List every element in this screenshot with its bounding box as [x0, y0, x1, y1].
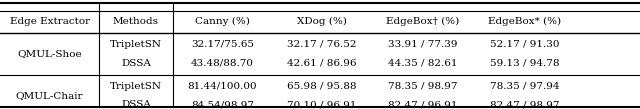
Text: Methods: Methods	[113, 17, 159, 26]
Text: XDog (%): XDog (%)	[297, 17, 346, 26]
Text: QMUL-Shoe: QMUL-Shoe	[17, 49, 82, 58]
Text: 65.98 / 95.88: 65.98 / 95.88	[287, 82, 356, 91]
Text: 32.17 / 76.52: 32.17 / 76.52	[287, 40, 356, 49]
Text: 82.47 / 96.91: 82.47 / 96.91	[388, 100, 457, 109]
Text: 43.48/88.70: 43.48/88.70	[191, 59, 254, 68]
Text: 52.17 / 91.30: 52.17 / 91.30	[490, 40, 559, 49]
Text: Edge Extractor: Edge Extractor	[10, 17, 90, 26]
Text: 32.17/75.65: 32.17/75.65	[191, 40, 254, 49]
Text: 42.61 / 86.96: 42.61 / 86.96	[287, 59, 356, 68]
Text: 84.54/98.97: 84.54/98.97	[191, 100, 254, 109]
Text: DSSA: DSSA	[121, 59, 151, 68]
Text: 81.44/100.00: 81.44/100.00	[188, 82, 257, 91]
Text: 33.91 / 77.39: 33.91 / 77.39	[388, 40, 457, 49]
Text: 78.35 / 97.94: 78.35 / 97.94	[490, 82, 559, 91]
Text: TripletSN: TripletSN	[110, 40, 162, 49]
Text: TripletSN: TripletSN	[110, 82, 162, 91]
Text: 78.35 / 98.97: 78.35 / 98.97	[388, 82, 457, 91]
Text: EdgeBox* (%): EdgeBox* (%)	[488, 17, 561, 26]
Text: 82.47 / 98.97: 82.47 / 98.97	[490, 100, 559, 109]
Text: Canny (%): Canny (%)	[195, 17, 250, 26]
Text: DSSA: DSSA	[121, 100, 151, 109]
Text: 59.13 / 94.78: 59.13 / 94.78	[490, 59, 559, 68]
Text: EdgeBox† (%): EdgeBox† (%)	[386, 17, 459, 26]
Text: 70.10 / 96.91: 70.10 / 96.91	[287, 100, 356, 109]
Text: 44.35 / 82.61: 44.35 / 82.61	[388, 59, 457, 68]
Text: QMUL-Chair: QMUL-Chair	[16, 91, 83, 100]
